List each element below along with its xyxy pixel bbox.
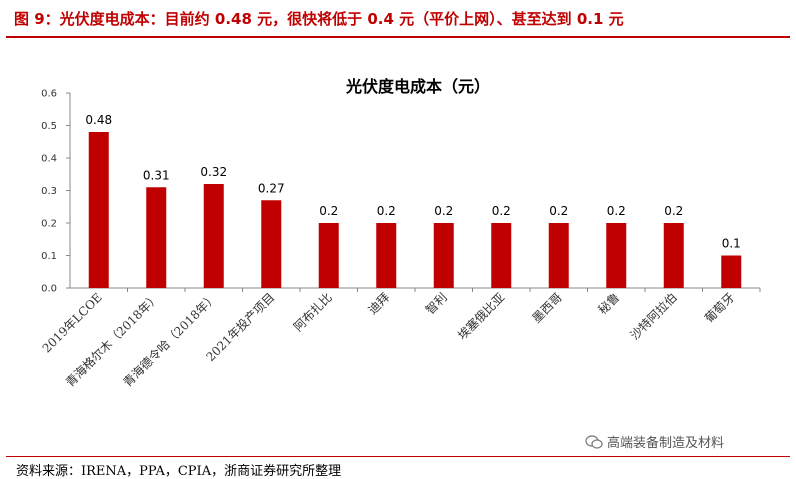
footer-divider [6,456,790,457]
data-label: 0.48 [85,113,112,127]
data-label: 0.2 [434,204,453,218]
bar [606,223,627,288]
bar [433,223,454,288]
bar [203,184,224,288]
data-label: 0.2 [377,204,396,218]
data-label: 0.32 [200,165,227,179]
x-tick-label: 2019年LCOE [40,290,105,355]
y-tick-label: 0.2 [41,219,57,230]
bar-chart: 光伏度电成本（元） 0.0 0.1 0.2 0.3 0.4 0.5 0.6 0.48 2019年… [40,77,761,390]
x-tick-label: 智利 [422,290,450,318]
x-tick-label: 阿布扎比 [291,290,335,334]
x-tick-label: 葡萄牙 [702,290,737,325]
watermark-text: 高端装备制造及材料 [607,436,725,451]
x-tick-label: 埃塞俄比亚 [454,290,507,343]
x-tick-label: 青海德令哈（2018年） [120,290,220,390]
data-label: 0.2 [664,204,683,218]
watermark: 高端装备制造及材料 [585,432,724,451]
x-tick-label: 迪拜 [365,290,392,317]
y-tick-label: 0.3 [41,186,57,197]
data-label: 0.2 [492,204,511,218]
y-tick-label: 0.5 [41,121,57,132]
figure-title: 图 9：光伏度电成本：目前约 0.48 元，很快将低于 0.4 元（平价上网）、… [14,10,624,28]
source-note: 资料来源：IRENA，PPA，CPIA，浙商证券研究所整理 [16,464,342,479]
data-label: 0.31 [143,168,170,182]
data-label: 0.2 [549,204,568,218]
wechat-icon [585,434,603,449]
bar [318,223,339,288]
bar [88,132,109,288]
y-tick-label: 0.0 [41,284,57,295]
x-tick-label: 沙特阿拉伯 [627,290,680,343]
bar [376,223,397,288]
bar [261,200,282,288]
bar [548,223,569,288]
bar [491,223,512,288]
data-label: 0.27 [258,181,285,195]
bar [663,223,684,288]
title-divider [6,36,790,38]
data-label: 0.1 [722,237,741,251]
data-label: 0.2 [319,204,338,218]
data-label: 0.2 [607,204,626,218]
x-tick-label: 墨西哥 [530,290,565,325]
x-tick-label: 青海格尔木（2018年） [62,290,162,390]
bar [721,255,742,288]
bar [146,187,167,288]
y-tick-label: 0.4 [41,154,57,165]
chart-title: 光伏度电成本（元） [345,77,490,96]
y-tick-label: 0.6 [41,89,57,100]
y-tick-label: 0.1 [41,251,57,262]
x-tick-label: 秘鲁 [595,290,622,317]
